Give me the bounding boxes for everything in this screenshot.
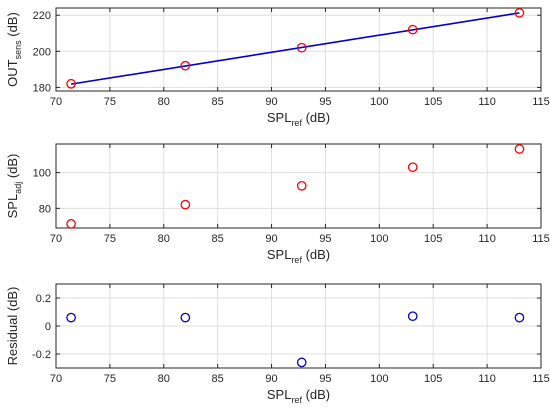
x-tick-label: 105 [424,96,442,108]
x-tick-label: 110 [478,96,496,108]
data-point [514,8,525,18]
x-tick-label: 105 [424,373,442,385]
x-axis-label: SPLref (dB) [267,247,330,265]
y-tick-label: 100 [33,168,51,180]
x-tick-label: 90 [265,96,277,108]
x-tick-label: 80 [158,233,170,245]
x-tick-label: 90 [265,373,277,385]
x-tick-label: 85 [212,96,224,108]
y-axis-label: OUTsens (dB) [5,12,23,87]
x-tick-label: 95 [319,233,331,245]
data-point [407,162,418,173]
y-tick-label: 0 [45,321,51,333]
x-tick-label: 80 [158,373,170,385]
data-point [296,180,307,191]
y-tick-label: 220 [33,10,51,22]
axes-frame [55,143,542,229]
data-point [407,24,418,35]
data-point [407,311,418,322]
x-tick-label: 70 [50,233,62,245]
data-point [180,312,191,323]
y-tick-label: 0.2 [36,293,51,305]
x-tick-label: 95 [319,373,331,385]
x-tick-label: 100 [370,373,388,385]
data-point [296,42,307,53]
x-tick-label: 70 [50,373,62,385]
data-point [66,219,76,229]
x-axis-label: SPLref (dB) [267,110,330,128]
x-tick-label: 100 [370,233,388,245]
x-tick-label: 70 [50,96,62,108]
y-axis-label: Residual (dB) [5,287,20,366]
x-tick-label: 75 [104,233,116,245]
x-tick-label: 95 [319,96,331,108]
x-tick-label: 100 [370,96,388,108]
x-tick-label: 90 [265,233,277,245]
y-tick-label: 80 [39,203,51,215]
x-tick-label: 75 [104,373,116,385]
x-tick-label: 115 [532,373,550,385]
x-tick-label: 110 [478,373,496,385]
data-point [514,312,525,323]
y-tick-label: 180 [33,82,51,94]
x-tick-label: 115 [532,96,550,108]
data-point [514,144,525,154]
x-tick-label: 105 [424,233,442,245]
x-tick-label: 85 [212,233,224,245]
y-tick-label: -0.2 [32,349,51,361]
x-tick-label: 110 [478,233,496,245]
axes-frame [55,7,542,92]
data-point [66,78,76,89]
y-tick-label: 200 [33,46,51,58]
x-tick-label: 80 [158,96,170,108]
chart-panel-1: 70 75 80 85 90 95 100 105 110 115 180 200 220 SPLref … [5,7,550,128]
y-axis-label: SPLadj (dB) [5,154,23,219]
data-point [296,357,307,368]
x-axis-label: SPLref (dB) [267,387,330,405]
chart-panel-2: 70 75 80 85 90 95 100 105 110 115 80 100 SPLref (dB)… [5,143,550,265]
x-tick-label: 115 [532,233,550,245]
x-tick-label: 75 [104,96,116,108]
x-tick-label: 85 [212,373,224,385]
data-point [180,199,191,210]
data-point [180,60,191,71]
data-point [66,312,76,323]
chart-panel-3: 70 75 80 85 90 95 100 105 110 115 -0.2 0 0.2 SPLref (… [5,283,550,405]
fit-line [70,12,520,85]
